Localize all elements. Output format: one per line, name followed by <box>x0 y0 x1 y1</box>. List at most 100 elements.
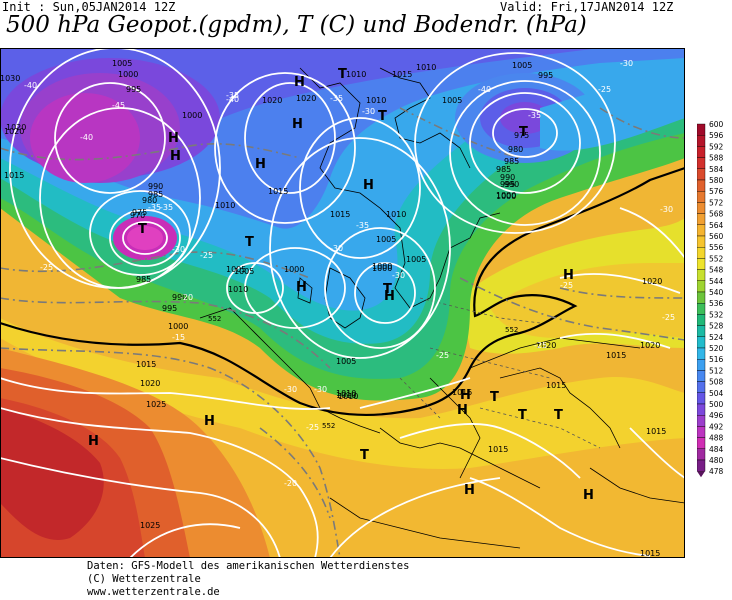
pressure-center: H <box>384 289 395 304</box>
temperature-label: -40 <box>80 133 93 142</box>
pressure-center: H <box>204 414 215 429</box>
colorbar-label: 520 <box>709 344 724 353</box>
isobar-label: 1015 <box>640 549 660 558</box>
pressure-center: H <box>464 483 475 498</box>
colorbar-swatch <box>697 314 706 326</box>
isobar-label: 1015 <box>452 388 472 397</box>
colorbar-swatch <box>697 336 706 349</box>
colorbar-label: 552 <box>709 254 724 263</box>
colorbar-swatch <box>697 123 706 136</box>
isobar-label: 990 <box>500 173 515 182</box>
colorbar-swatch <box>697 213 706 225</box>
pressure-center: H <box>457 403 468 418</box>
isobar-label: 985 <box>496 165 511 174</box>
colorbar-tip <box>697 471 705 478</box>
colorbar-swatch <box>697 157 706 169</box>
isobar-label: 1000 <box>182 111 202 120</box>
colorbar-swatch <box>697 235 706 248</box>
isobar-label: 1015 <box>488 445 508 454</box>
isobar-label: 990 <box>148 182 163 191</box>
temperature-label: -35 <box>160 203 173 212</box>
colorbar-swatch <box>697 291 706 304</box>
geopot-labels: 552 552 552 <box>208 315 518 430</box>
isobar-label: 1020 <box>4 127 24 136</box>
colorbar-label: 568 <box>709 210 724 219</box>
colorbar-swatch <box>697 325 706 338</box>
fill-band-560-east <box>490 263 685 338</box>
colorbar-label: 536 <box>709 299 724 308</box>
isobar-label: 1000 <box>284 265 304 274</box>
fill-band-588 <box>0 408 104 540</box>
footer: Daten: GFS-Modell des amerikanischen Wet… <box>87 560 409 599</box>
isobar-label: 1005 <box>442 96 462 105</box>
pressure-center: H <box>294 75 305 90</box>
isobar-label: 980 <box>508 145 523 154</box>
coastlines <box>199 67 685 549</box>
colorbar-label: 532 <box>709 310 724 319</box>
temperature-label: -30 <box>392 271 405 280</box>
pressure-center: T <box>518 408 527 423</box>
colorbar-label: 480 <box>709 456 724 465</box>
colorbar-label: 516 <box>709 355 724 364</box>
isobar-label: 995 <box>538 71 553 80</box>
geopot-552-line <box>0 166 685 417</box>
isobar-label: 1010 <box>386 210 406 219</box>
colorbar-swatch <box>697 246 706 259</box>
isobar-label: 1000 <box>118 70 138 79</box>
isobar-label: 985 <box>504 157 519 166</box>
pressure-center: H <box>168 131 179 146</box>
pressure-center: H <box>363 178 374 193</box>
temperature-label: -25 <box>40 263 53 272</box>
colorbar-swatch <box>697 179 706 192</box>
colorbar-label: 596 <box>709 131 724 140</box>
chart-title: 500 hPa Geopot.(gpdm), T (C) und Bodendr… <box>6 12 587 38</box>
isobar-label: 1025 <box>140 521 160 530</box>
isobar-label: 1020 <box>536 341 556 350</box>
isobar-label: 1015 <box>4 171 24 180</box>
colorbar-label: 572 <box>709 198 724 207</box>
pressure-center: T <box>138 222 147 237</box>
pressure-center: T <box>338 67 347 82</box>
isobar-label: 970 <box>130 211 145 220</box>
temperature-label: -30 <box>620 59 633 68</box>
fill-band-low-center <box>127 226 163 250</box>
isobar-label: 1015 <box>646 427 666 436</box>
temperature-label: -30 <box>330 244 343 253</box>
colorbar-label: 588 <box>709 154 724 163</box>
temperature-label: -30 <box>172 245 185 254</box>
isobar-label: 985 <box>148 190 163 199</box>
colorbar-swatch <box>697 168 706 181</box>
isobar-label: 1010 <box>215 201 235 210</box>
colorbar-label: 508 <box>709 378 724 387</box>
isobar-label: 1005 <box>234 267 254 276</box>
isobar-label: 1015 <box>546 381 566 390</box>
colorbar-swatch <box>697 146 706 158</box>
colorbar-label: 512 <box>709 366 724 375</box>
temperature-label: -35 <box>226 91 239 100</box>
temperature-label: -15 <box>172 333 185 342</box>
temperature-label: -40 <box>226 95 239 104</box>
isobar-label: 975 <box>132 208 147 217</box>
colorbar-label: 504 <box>709 389 724 398</box>
isobar-label: 990 <box>504 180 519 189</box>
colorbar-label: 584 <box>709 165 724 174</box>
isobar-label: 975 <box>514 131 529 140</box>
colorbar-swatch <box>697 415 706 427</box>
colorbar-swatch <box>697 134 706 147</box>
colorbar-label: 500 <box>709 400 724 409</box>
colorbar-label: 548 <box>709 266 724 275</box>
colorbar-label: 496 <box>709 411 724 420</box>
pressure-center: H <box>255 157 266 172</box>
fill-band-ne-ridge <box>540 68 685 151</box>
pressure-center: H <box>170 149 181 164</box>
pressure-center: H <box>296 280 307 295</box>
isobars <box>0 48 685 558</box>
colorbar-label: 484 <box>709 445 724 454</box>
pressure-center: T <box>554 408 563 423</box>
isobar-label: 1010 <box>366 96 386 105</box>
temperature-label: -35 <box>148 203 161 212</box>
colorbar-swatch <box>697 448 706 461</box>
isobar-label: 1000 <box>372 264 392 273</box>
colorbar-swatch <box>697 426 706 438</box>
colorbar-swatch <box>697 347 706 360</box>
